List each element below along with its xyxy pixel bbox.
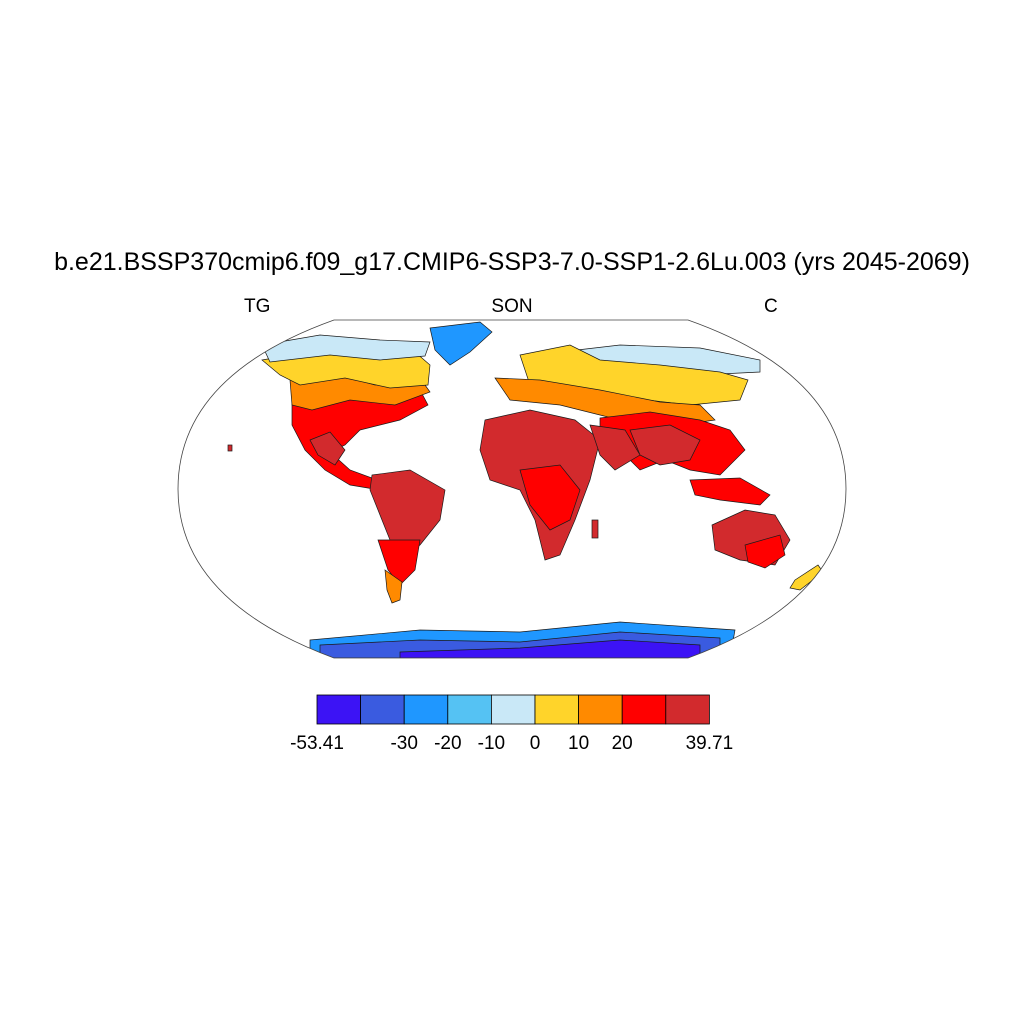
north-america-hot bbox=[309, 431, 346, 466]
colorbar-tick-label: 0 bbox=[529, 733, 541, 754]
maritime-asia bbox=[689, 477, 771, 506]
colorbar-box bbox=[490, 694, 536, 725]
map-title: b.e21.BSSP370cmip6.f09_g17.CMIP6-SSP3-7.… bbox=[54, 248, 970, 276]
colorbar-box bbox=[447, 694, 492, 725]
map-frame bbox=[177, 319, 847, 659]
arabia-hot bbox=[589, 424, 641, 471]
variable-label: TG bbox=[244, 296, 271, 317]
colorbar-tick-label: -53.41 bbox=[290, 733, 344, 754]
units-label: C bbox=[764, 296, 778, 317]
colorbar-box bbox=[621, 694, 667, 725]
colorbar-tick-label: 39.71 bbox=[685, 733, 734, 754]
hawaii bbox=[227, 444, 233, 452]
africa-red bbox=[519, 464, 581, 531]
colorbar-tick-label: -10 bbox=[477, 733, 506, 754]
season-label: SON bbox=[491, 296, 533, 317]
colorbar-tick-label: 20 bbox=[611, 733, 633, 754]
south-america-red bbox=[377, 539, 421, 586]
colorbar-tick-label: -20 bbox=[434, 733, 462, 754]
colorbar-tick-label: -30 bbox=[390, 733, 418, 754]
colorbar-box bbox=[534, 694, 579, 725]
north-america-ice bbox=[261, 334, 431, 363]
antarctica-deep bbox=[399, 639, 701, 658]
greenland-blue bbox=[429, 321, 493, 366]
australia-red bbox=[744, 534, 786, 569]
colorbar-box bbox=[578, 694, 623, 725]
colorbar-tick-label: 10 bbox=[568, 733, 590, 754]
madagascar bbox=[591, 519, 599, 539]
colorbar-box bbox=[360, 694, 405, 725]
colorbar-box bbox=[665, 694, 710, 725]
south-america-orange bbox=[384, 569, 403, 604]
colorbar-box bbox=[403, 694, 449, 725]
colorbar-box bbox=[316, 694, 361, 725]
